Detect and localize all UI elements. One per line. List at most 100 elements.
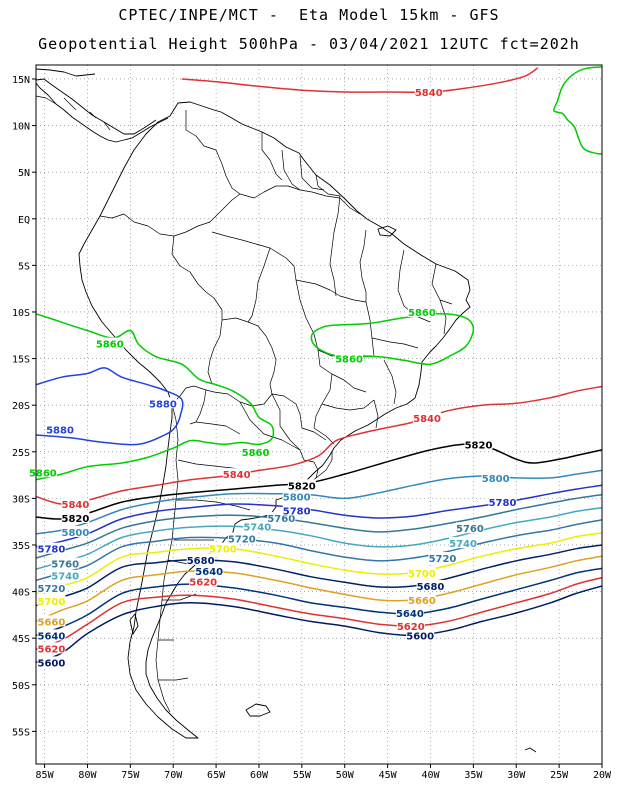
contour-5840 <box>36 385 602 505</box>
contour-label: 5760 <box>456 524 484 535</box>
contour-label-bg <box>413 412 442 424</box>
map-title-line1: CPTEC/INPE/MCT - Eta Model 15km - GFS <box>118 6 500 24</box>
border-peru-brazil <box>171 235 223 320</box>
contour-label-bg <box>37 642 66 654</box>
lat-tick-label: 20S <box>12 401 30 412</box>
coastline-central-america <box>36 82 169 143</box>
contour-label: 5780 <box>489 498 517 509</box>
lon-tick-label: 55W <box>293 770 312 781</box>
border-brazil-north <box>239 185 361 215</box>
lat-tick-label: 40S <box>12 588 30 599</box>
contour-label-bg <box>243 520 272 532</box>
lat-tick-label: 50S <box>12 681 30 692</box>
island-chiloe <box>129 613 139 635</box>
border-guianas <box>281 149 341 197</box>
lat-tick-label: 55S <box>12 727 30 738</box>
contour-label-bg <box>407 566 436 578</box>
axis-ticks: 85W 80W 75W 70W 65W 60W 55W 50W 45W 40W 35W 30W 25W 2… <box>12 75 612 781</box>
contour-label: 5720 <box>38 584 66 595</box>
contour-label-bg <box>208 542 237 554</box>
contour-label: 5880 <box>149 399 177 410</box>
contour-label: 5760 <box>51 560 79 571</box>
contour-label-bg <box>37 542 66 554</box>
contour-label-bg <box>428 552 457 564</box>
contour-label-bg <box>37 656 66 668</box>
lat-tick-label: 5S <box>18 261 30 272</box>
contour-label-bg <box>406 629 435 641</box>
contour-label-bg <box>396 620 425 632</box>
border-central-america <box>36 95 111 131</box>
contour-label: 5860 <box>335 355 363 366</box>
contour-label-bg <box>37 629 66 641</box>
lat-tick-label: 45S <box>12 634 30 645</box>
contour-5680 <box>36 544 602 607</box>
coastline-south-america <box>78 101 471 739</box>
contour-label: 5600 <box>406 631 434 642</box>
contour-label: 5780 <box>283 506 311 517</box>
contour-label: 5620 <box>38 644 66 655</box>
lon-tick-label: 20W <box>593 770 612 781</box>
lon-tick-label: 50W <box>336 770 355 781</box>
coastline <box>36 68 537 753</box>
contour-5640 <box>36 567 602 637</box>
contour-5840 <box>181 67 539 94</box>
border-colombia-venezuela <box>185 110 241 195</box>
contour-label: 5640 <box>396 609 424 620</box>
contour-label: 5820 <box>288 481 316 492</box>
contour-label-bg <box>28 466 57 478</box>
contour-label-bg <box>227 532 256 544</box>
contour-label: 5820 <box>62 514 90 525</box>
graticule <box>36 65 603 764</box>
contour-5740 <box>36 506 602 570</box>
contour-label-bg <box>282 504 311 516</box>
contour-5760 <box>36 493 602 559</box>
contour-label: 5800 <box>62 528 90 539</box>
contour-label: 5720 <box>228 534 256 545</box>
contour-label-bg <box>186 553 215 565</box>
contour-label: 5880 <box>46 425 74 436</box>
contour-label-bg <box>287 479 316 491</box>
lon-tick-label: 40W <box>421 770 440 781</box>
contour-label-bg <box>414 86 443 98</box>
contour-label-bg <box>407 593 436 605</box>
map-title-line2: Geopotential Height 500hPa - 03/04/2021 … <box>38 35 580 53</box>
contour-5820 <box>36 443 602 520</box>
lat-tick-label: 30S <box>12 494 30 505</box>
lat-tick-label: EQ <box>18 215 30 226</box>
lat-tick-label: 10N <box>12 122 30 133</box>
lat-tick-label: 35S <box>12 541 30 552</box>
contour-label: 5800 <box>482 474 510 485</box>
contour-label-bg <box>241 445 270 457</box>
contour-label-bg <box>407 305 436 317</box>
contour-label-bg <box>222 468 251 480</box>
coastline-central-america-north <box>36 78 157 135</box>
contour-5720 <box>36 519 602 582</box>
contour-5800 <box>36 469 602 535</box>
lon-tick-label: 30W <box>507 770 526 781</box>
contour-label-bg <box>282 490 311 502</box>
coastline-cuba <box>36 68 96 77</box>
border-paraguay-argentina <box>239 401 301 451</box>
contour-label: 5680 <box>187 556 215 567</box>
contour-label: 5800 <box>283 493 311 504</box>
border-bolivia-brazil <box>221 317 277 395</box>
contour-5880 <box>36 367 184 446</box>
lon-tick-label: 25W <box>550 770 569 781</box>
contour-label: 5700 <box>408 569 436 580</box>
border-venezuela-guyana <box>261 132 283 181</box>
contour-label-bg <box>189 575 218 587</box>
contour-5860 <box>36 313 275 481</box>
contour-label-bg <box>37 615 66 627</box>
country-borders <box>36 95 453 713</box>
contour-label-bg <box>61 497 90 509</box>
contour-label-bg <box>488 496 517 508</box>
contour-label: 5740 <box>243 522 271 533</box>
border-uruguay-brazil <box>315 452 333 479</box>
lat-tick-label: 15S <box>12 355 30 366</box>
contour-label: 5840 <box>223 470 251 481</box>
contour-5620 <box>36 576 602 651</box>
lon-tick-label: 35W <box>464 770 483 781</box>
contour-lines <box>36 66 602 664</box>
contour-label: 5740 <box>449 539 477 550</box>
